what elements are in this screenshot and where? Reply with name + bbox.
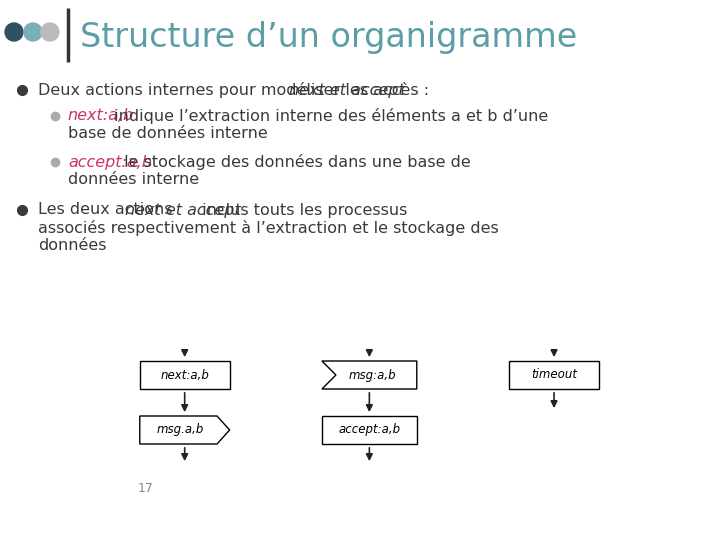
Text: données interne: données interne — [68, 172, 199, 187]
Text: Les deux actions: Les deux actions — [38, 202, 178, 218]
Text: accept:a,b: accept:a,b — [68, 154, 152, 170]
Bar — [509, 361, 599, 389]
Circle shape — [24, 23, 42, 41]
Bar — [140, 361, 230, 389]
Text: 17: 17 — [138, 482, 153, 495]
Polygon shape — [140, 416, 230, 444]
Text: Deux actions internes pour modéliser les accès :: Deux actions internes pour modéliser les… — [38, 82, 434, 98]
Text: base de données interne: base de données interne — [68, 126, 268, 141]
Polygon shape — [322, 361, 417, 389]
Text: next et accept: next et accept — [289, 83, 405, 98]
Bar — [322, 416, 417, 444]
Circle shape — [5, 23, 23, 41]
Text: associés respectivement à l’extraction et le stockage des: associés respectivement à l’extraction e… — [38, 220, 499, 236]
Text: le stockage des données dans une base de: le stockage des données dans une base de — [119, 154, 471, 170]
Circle shape — [41, 23, 59, 41]
Text: données: données — [38, 239, 107, 253]
Text: indique l’extraction interne des éléments a et b d’une: indique l’extraction interne des élément… — [109, 108, 548, 124]
Text: timeout: timeout — [531, 368, 577, 381]
Text: msg:a,b: msg:a,b — [349, 368, 397, 381]
Text: Structure d’un organigramme: Structure d’un organigramme — [80, 21, 577, 53]
Text: next:a,b: next:a,b — [68, 109, 134, 124]
Text: inclus touts les processus: inclus touts les processus — [197, 202, 408, 218]
Text: accept:a,b: accept:a,b — [338, 423, 400, 436]
Text: msg.a,b: msg.a,b — [157, 423, 204, 436]
Text: next:a,b: next:a,b — [161, 368, 209, 381]
Text: next et accept: next et accept — [125, 202, 240, 218]
